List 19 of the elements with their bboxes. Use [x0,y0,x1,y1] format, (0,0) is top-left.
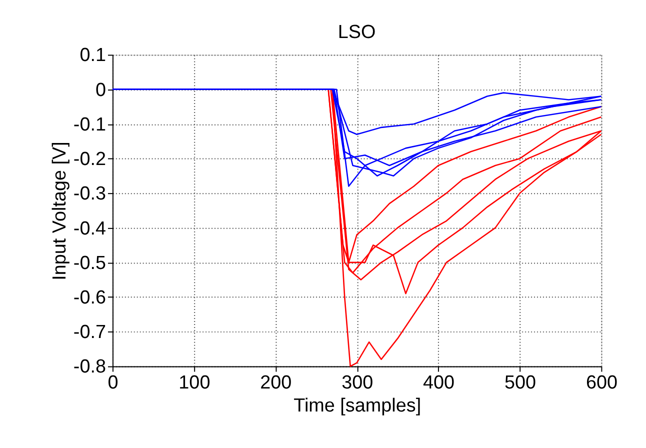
y-tick-label: -0.5 [73,252,106,274]
y-tick-label: -0.3 [73,184,106,205]
y-tick-label: 0 [95,80,106,101]
y-tick-label: -0.8 [73,356,106,378]
y-tick-label: -0.2 [73,149,106,170]
x-tick-label: 500 [504,372,536,394]
x-tick-label: 600 [586,372,618,394]
x-tick-label: 400 [423,372,455,394]
x-tick-label: 200 [260,372,292,394]
y-tick-label: 0.1 [80,45,106,66]
x-tick-label: 100 [178,372,210,394]
y-tick-label: -0.6 [73,288,106,309]
y-tick-label: -0.4 [73,218,106,240]
chart-title: LSO [338,22,376,43]
x-tick-label: 300 [342,372,374,394]
y-axis-title: Input Voltage [V] [49,142,70,280]
y-tick-label: -0.7 [73,322,106,344]
x-axis-title: Time [samples] [294,396,422,417]
y-tick-label: -0.1 [73,114,106,136]
